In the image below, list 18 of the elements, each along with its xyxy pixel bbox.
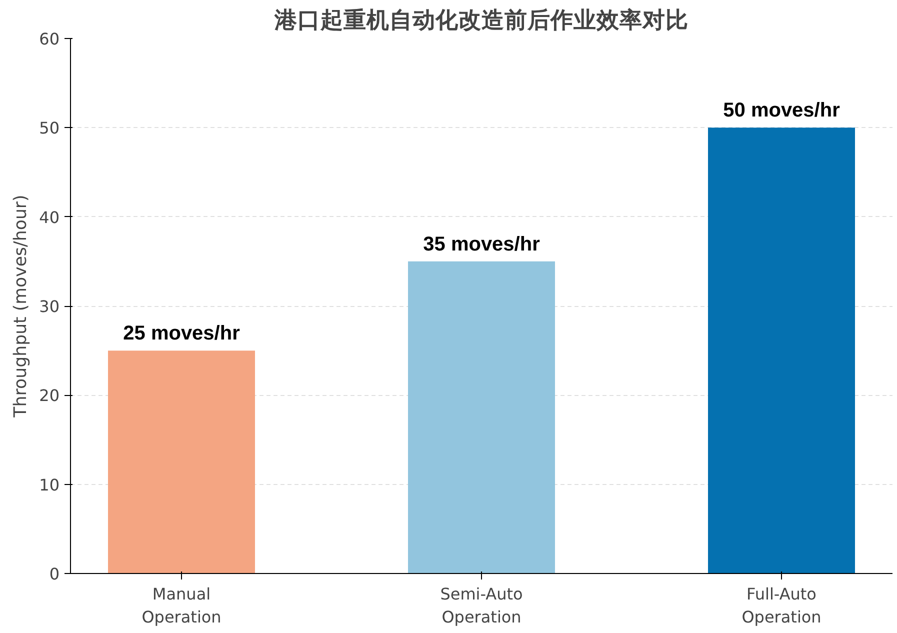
x-tick-label: Manual Operation [142,584,222,626]
bar [408,261,555,574]
y-tick-label: 10 [39,475,60,494]
y-axis-title: Throughput (moves/hour) [11,194,32,418]
y-tick-label: 60 [39,30,60,48]
data-label: 50 moves/hr [723,100,840,122]
data-label: 25 moves/hr [123,322,240,345]
x-tick-label: Full-Auto Operation [742,584,822,626]
y-tick-label: 0 [49,564,60,584]
bar [708,128,855,574]
bar [108,350,255,574]
chart-title: 港口起重机自动化改造前后作业效率对比 [274,6,688,34]
y-tick-label: 30 [39,297,60,316]
y-tick-label: 50 [39,118,60,138]
y-tick-label: 40 [39,208,60,227]
data-label: 35 moves/hr [423,233,540,256]
x-tick-label: Semi-Auto Operation [440,584,523,626]
y-tick-label: 20 [39,386,60,406]
